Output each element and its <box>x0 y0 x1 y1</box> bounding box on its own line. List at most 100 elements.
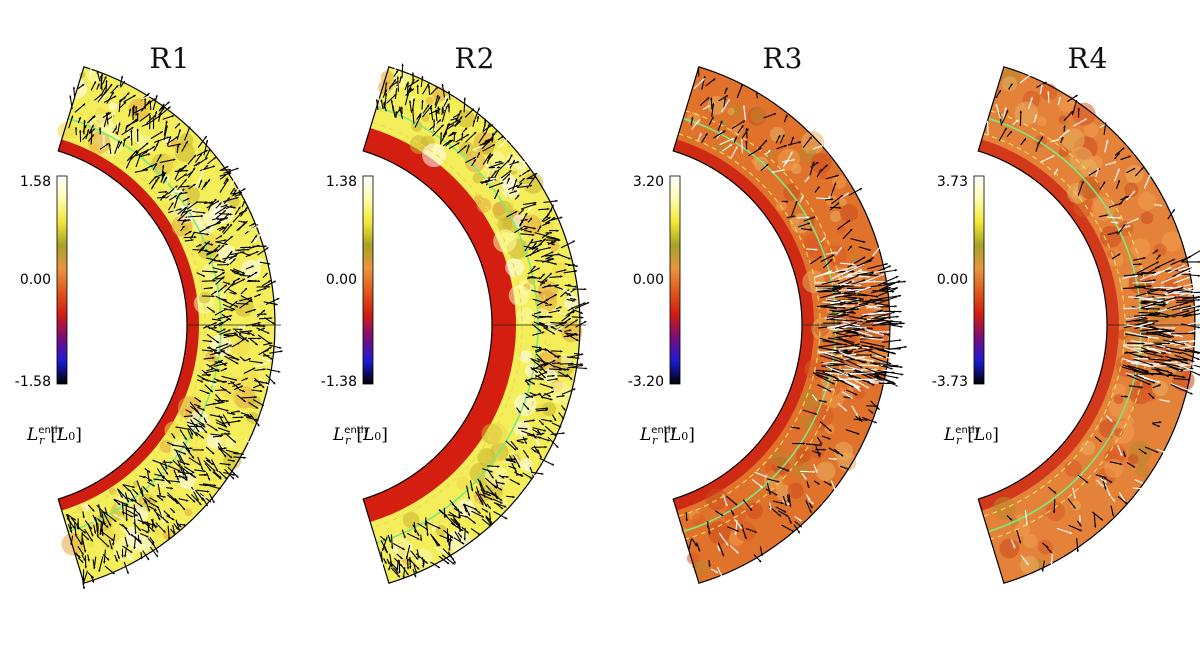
field-blotch <box>839 204 858 223</box>
colorbar-label-r2: Lenth r [L0] <box>332 425 388 447</box>
vector-arrow-head <box>387 561 390 565</box>
field-blotch <box>1002 76 1017 92</box>
vector-arrow-head <box>1150 373 1154 376</box>
vector-arrow-head <box>224 425 228 428</box>
vector-arrow-head <box>905 312 909 315</box>
vector-arrow-head <box>156 550 159 553</box>
vector-arrow-head <box>533 227 536 230</box>
field-blotch <box>184 508 193 517</box>
vector-arrow <box>546 204 554 219</box>
vector-arrow-head <box>1152 396 1155 399</box>
vector-arrow-head <box>187 203 190 206</box>
vector-arrow-head <box>1109 121 1112 124</box>
vector-arrow-head <box>1037 141 1040 145</box>
vector-arrow-head <box>190 447 193 450</box>
vector-arrow <box>195 157 208 167</box>
vector-arrow-head <box>576 338 579 341</box>
vector-arrow-head <box>221 245 225 248</box>
vector-arrow <box>100 530 114 542</box>
vector-arrow <box>884 348 907 356</box>
vector-arrow-head <box>520 227 523 230</box>
vector-arrow-head <box>1162 328 1165 331</box>
vector-arrow-head <box>188 126 191 130</box>
vector-arrow <box>197 135 208 148</box>
vector-arrow <box>527 267 540 275</box>
vector-arrow-head <box>234 332 237 335</box>
vector-arrow-head <box>499 488 502 491</box>
vector-arrow-head <box>212 500 215 503</box>
vector-arrow <box>835 305 855 308</box>
vector-arrow <box>848 298 869 303</box>
vector-arrow <box>490 492 503 502</box>
vector-arrow <box>406 81 409 97</box>
vector-arrow-head <box>388 567 391 571</box>
vector-arrow-head <box>93 531 97 534</box>
field-blotch <box>517 307 534 324</box>
vector-arrow-head <box>836 174 839 177</box>
vector-arrow-head <box>568 257 571 260</box>
vector-arrow-head <box>538 329 542 332</box>
vector-arrow <box>263 301 278 306</box>
vector-arrow-head <box>467 496 471 500</box>
vector-arrow <box>1138 307 1161 310</box>
vector-arrow-head <box>1123 454 1126 458</box>
vector-arrow-head <box>463 97 466 100</box>
vector-arrow-head <box>820 145 823 148</box>
vector-arrow-head <box>545 348 548 351</box>
vector-arrow <box>212 271 226 281</box>
vector-arrow-head <box>856 275 859 278</box>
vector-arrow <box>525 393 542 399</box>
vector-arrow-head <box>536 451 539 454</box>
vector-arrow <box>167 492 179 504</box>
vector-arrow <box>1153 266 1172 277</box>
vector-arrow-head <box>1188 305 1192 308</box>
vector-arrow-head <box>110 547 113 550</box>
vector-arrow-head <box>380 559 384 563</box>
vector-arrow-head <box>397 574 400 578</box>
vector-arrow-head <box>797 427 800 430</box>
vector-arrow-head <box>516 459 519 463</box>
vector-arrow-head <box>241 416 244 419</box>
vector-arrow-head <box>381 548 385 551</box>
vector-arrow-head <box>240 328 243 331</box>
field-blotch <box>693 560 709 576</box>
vector-arrow-head <box>1162 304 1166 307</box>
vector-arrow-head <box>488 522 492 525</box>
vector-arrow-head <box>458 120 461 124</box>
vector-arrow-head <box>1118 216 1121 220</box>
colorbar-r2: 1.38 0.00 -1.38 Lenth r [L0] <box>321 174 388 447</box>
vector-arrow-head <box>246 302 249 306</box>
vector-arrow <box>521 430 535 437</box>
vector-arrow-head <box>550 315 553 318</box>
vector-arrow <box>167 143 182 148</box>
vector-arrow-head <box>123 102 126 105</box>
vector-arrow <box>1144 325 1165 331</box>
vector-arrow <box>866 304 884 309</box>
vector-arrow-head <box>500 501 503 504</box>
vector-arrow <box>885 312 909 315</box>
vector-arrow <box>845 328 865 334</box>
vector-arrow-head <box>223 227 226 230</box>
vector-arrow-head <box>256 418 259 421</box>
vector-arrow-head <box>556 445 559 448</box>
vector-arrow-head <box>393 79 396 82</box>
vector-arrow-head <box>553 365 556 368</box>
vector-arrow-head <box>1079 523 1082 527</box>
vector-arrow-head <box>263 324 266 328</box>
vector-arrow <box>192 249 208 252</box>
vector-arrow-head <box>152 93 155 96</box>
vector-arrow-head <box>1191 300 1194 303</box>
vector-arrow-head <box>403 535 406 539</box>
vector-arrow-head <box>279 346 282 349</box>
vector-arrow-head <box>741 125 744 128</box>
vector-arrow <box>159 462 169 475</box>
vector-arrow-head <box>395 81 398 84</box>
vector-arrow-head <box>1119 202 1123 205</box>
vector-arrow-head <box>580 353 584 356</box>
vector-arrow-head <box>182 225 185 229</box>
vector-arrow <box>1185 271 1200 274</box>
vector-arrow-head <box>499 160 502 164</box>
field-blotch <box>500 185 508 193</box>
vector-arrow-head <box>1147 356 1151 359</box>
vector-arrow-head <box>888 286 891 290</box>
